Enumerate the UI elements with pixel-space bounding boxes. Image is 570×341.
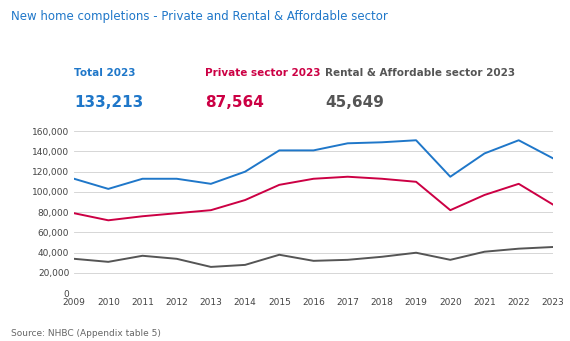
Text: Source: NHBC (Appendix table 5): Source: NHBC (Appendix table 5) <box>11 329 161 338</box>
Text: Rental & Affordable sector 2023: Rental & Affordable sector 2023 <box>325 68 515 78</box>
Text: 87,564: 87,564 <box>205 95 264 110</box>
Text: 45,649: 45,649 <box>325 95 384 110</box>
Text: Total 2023: Total 2023 <box>74 68 136 78</box>
Text: New home completions - Private and Rental & Affordable sector: New home completions - Private and Renta… <box>11 10 388 23</box>
Text: 133,213: 133,213 <box>74 95 143 110</box>
Text: Private sector 2023: Private sector 2023 <box>205 68 321 78</box>
